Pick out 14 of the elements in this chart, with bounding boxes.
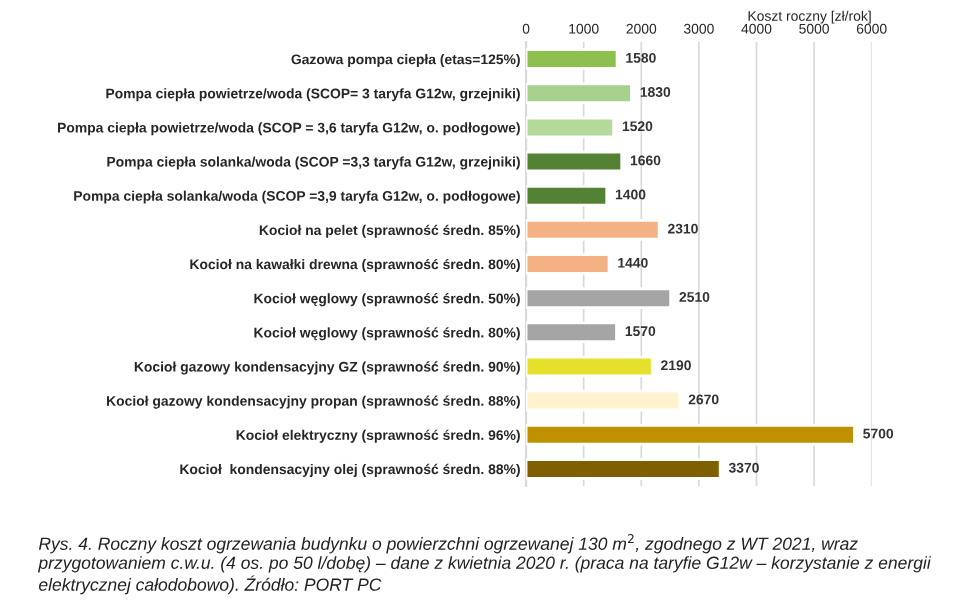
bar bbox=[526, 253, 611, 275]
bar bbox=[526, 150, 624, 173]
bar bbox=[526, 389, 682, 412]
bar bbox=[526, 219, 661, 241]
bar bbox=[526, 184, 609, 207]
bar bbox=[526, 82, 633, 105]
bar bbox=[526, 458, 722, 480]
bar bbox=[526, 116, 616, 139]
bar bbox=[526, 423, 856, 446]
text: Rys. 4. Roczny koszt ogrzewania budynku o powierzchni ogrzewanej 130 m$^{2}$, zgodnego z WT 2021, wraz przygotowaniem c.w.u. (4 os. po 50 l/dobę) – dane z kwietnia 2020 r. (praca na taryfie G12w – korzystanie z energii elektrycznej całodobowo). Źródło: PORT PC bbox=[37, 534, 932, 595]
bar bbox=[526, 321, 618, 344]
bar bbox=[526, 48, 619, 70]
bar bbox=[526, 287, 673, 309]
bar bbox=[526, 355, 654, 378]
